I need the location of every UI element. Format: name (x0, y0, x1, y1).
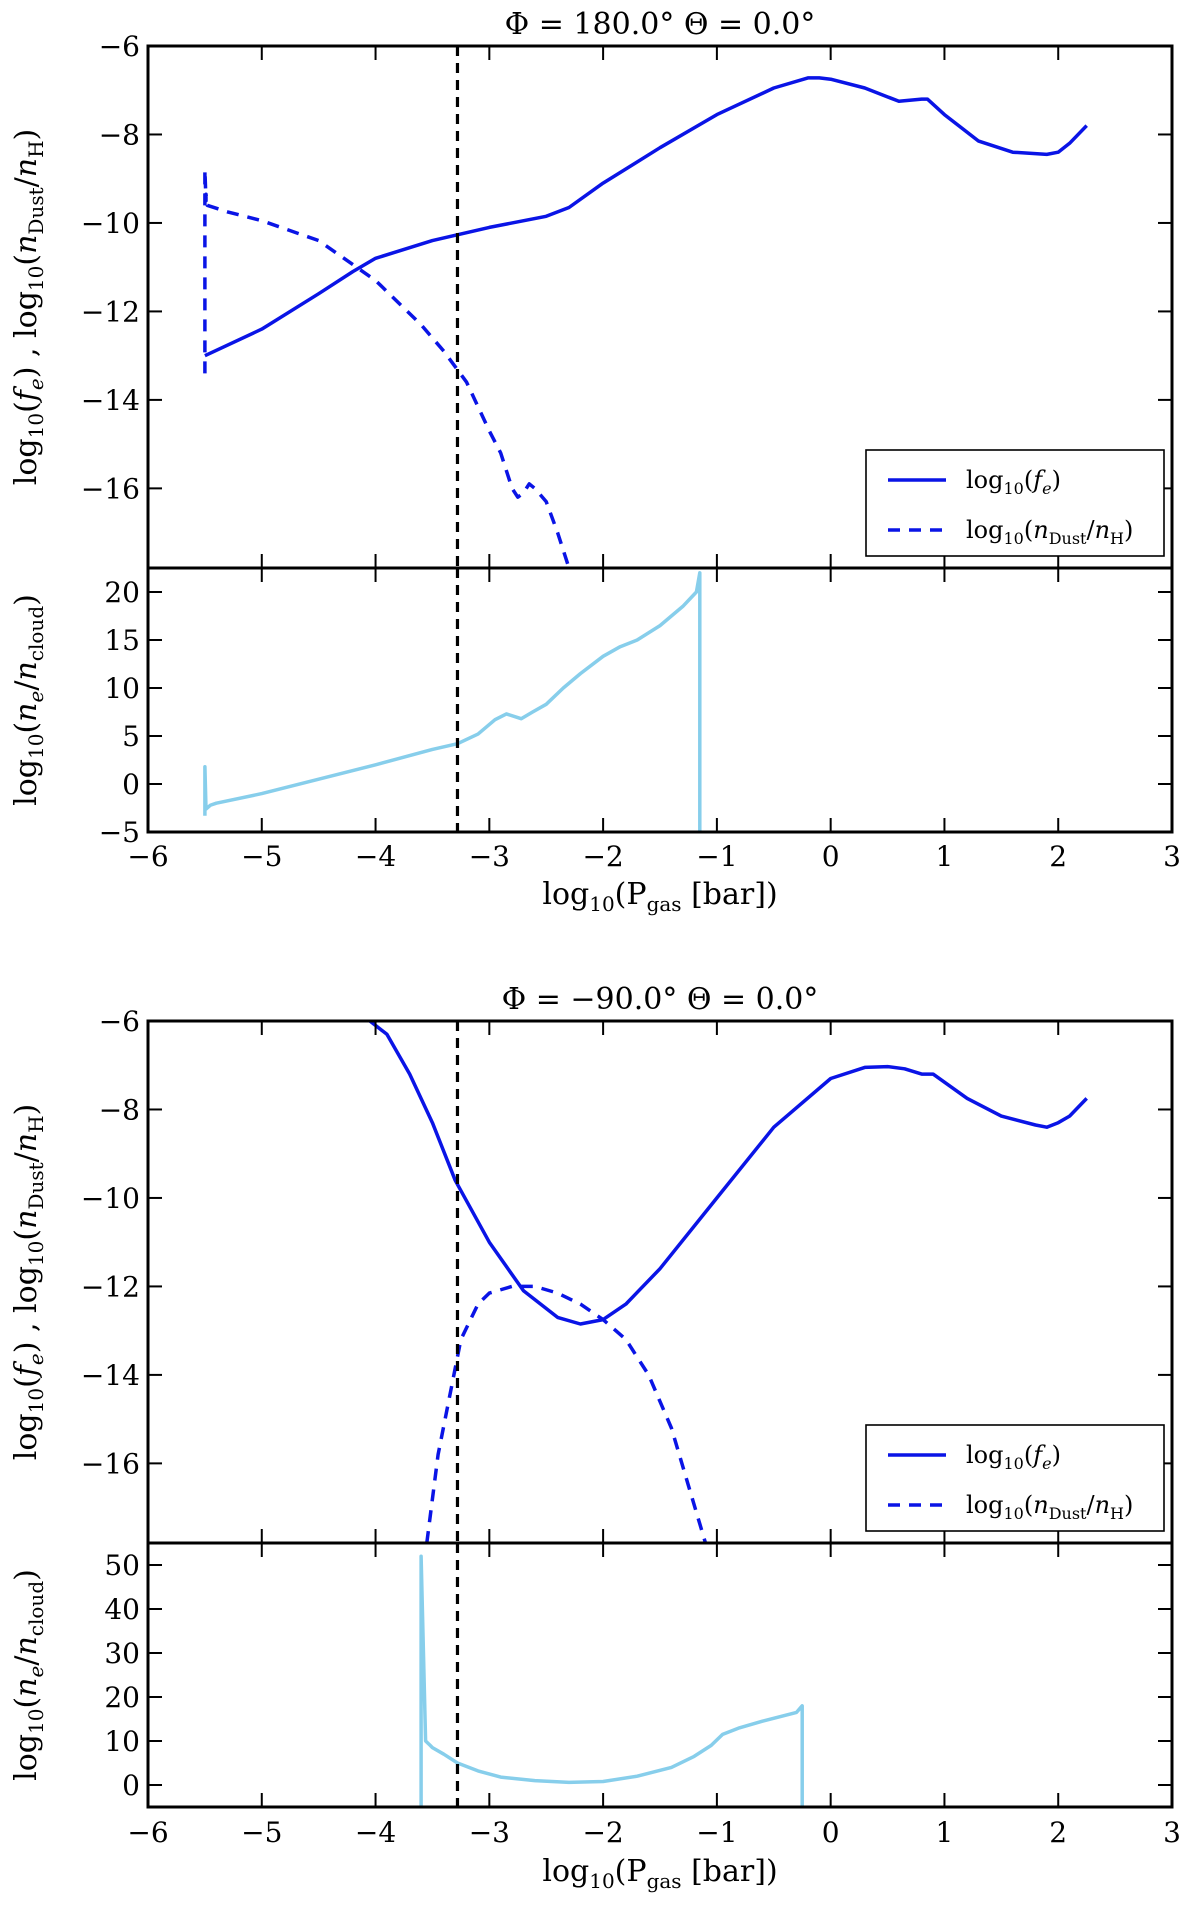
x-tick-label: −5 (241, 840, 282, 873)
x-tick-label: −1 (696, 840, 737, 873)
y-tick-label: 40 (104, 1593, 140, 1626)
chart-title: Φ = −90.0° Θ = 0.0° (502, 982, 819, 1017)
x-tick-label: −5 (241, 1816, 282, 1849)
y-axis-label: log10(fe) , log10(nDust/nH) (9, 129, 48, 486)
bottom-panel: −5 0 5 10 15 20 log10(ne/ncloud) (9, 566, 1174, 849)
y-tick-label: −12 (81, 295, 140, 328)
fe-line (368, 1021, 1088, 1326)
x-axis-label: log10(Pgas [bar]) (542, 877, 777, 916)
y-axis-label: log10(fe) , log10(nDust/nH) (9, 1104, 48, 1461)
y-tick-label: 0 (122, 768, 140, 801)
series-group (203, 571, 702, 832)
y-tick-label: 20 (104, 576, 140, 609)
y-tick-label: 50 (104, 1549, 140, 1582)
y-tick-label: −6 (99, 1005, 140, 1038)
x-tick-label: −2 (582, 1816, 623, 1849)
y-tick-label: −8 (99, 118, 140, 151)
legend-label: log10(fe) (966, 1441, 1061, 1473)
ne-ncloud-line (419, 1554, 804, 1807)
x-tick-label: −3 (469, 840, 510, 873)
axes-frame (146, 1541, 1174, 1809)
x-tick-label: 0 (822, 1816, 840, 1849)
x-tick-label: 3 (1163, 840, 1181, 873)
x-tick-label: 3 (1163, 1816, 1181, 1849)
y-tick-label: 0 (122, 1769, 140, 1802)
x-tick-label: 1 (936, 1816, 954, 1849)
y-tick-label: 10 (104, 1725, 140, 1758)
legend: log10(fe)log10(nDust/nH) (865, 449, 1165, 557)
series-group (368, 1021, 1088, 1543)
bottom-panel: 0 10 20 30 40 50 log10(ne/ncloud) (9, 1541, 1174, 1809)
chart-title: Φ = 180.0° Θ = 0.0° (505, 7, 816, 42)
x-tick-label: 2 (1049, 840, 1067, 873)
y-tick-label: −8 (99, 1093, 140, 1126)
y-tick-label: 30 (104, 1637, 140, 1670)
y-tick-label: −5 (99, 816, 140, 849)
y-tick-label: −12 (81, 1270, 140, 1303)
x-tick-label: −4 (355, 1816, 396, 1849)
y-axis-label: log10(ne/ncloud) (9, 594, 48, 806)
y-tick-label: 10 (104, 672, 140, 705)
top-panel: −6 −8 −10 −12 −14 −16 log10(fe) , log10(nDust/… (9, 1005, 1174, 1545)
x-tick-label: 1 (936, 840, 954, 873)
y-tick-label: −16 (81, 1447, 140, 1480)
x-tick-label: −6 (127, 840, 168, 873)
y-tick-label: 20 (104, 1681, 140, 1714)
legend-box (865, 449, 1165, 557)
legend-label: log10(nDust/nH) (966, 516, 1133, 548)
series-group (419, 1554, 804, 1807)
dust-ratio-line (425, 1284, 708, 1543)
ne-ncloud-line (203, 571, 702, 832)
y-tick-label: −10 (81, 207, 140, 240)
x-tick-label: 2 (1049, 1816, 1067, 1849)
axes-frame (146, 566, 1174, 834)
x-tick-label: −6 (127, 1816, 168, 1849)
legend-label: log10(nDust/nH) (966, 1491, 1133, 1523)
y-tick-label: 15 (104, 624, 140, 657)
legend-box (865, 1424, 1165, 1532)
x-tick-label: −4 (355, 840, 396, 873)
x-tick-label: −1 (696, 1816, 737, 1849)
y-tick-label: −10 (81, 1182, 140, 1215)
fe-line (204, 76, 1088, 358)
y-tick-label: −14 (81, 384, 140, 417)
dust-ratio-line (203, 168, 571, 568)
y-tick-label: −16 (81, 472, 140, 505)
y-axis-label: log10(ne/ncloud) (9, 1569, 48, 1781)
chart-1: Φ = 180.0° Θ = 0.0°−6−8−10−12−14−16log10… (9, 7, 1181, 916)
y-tick-label: −14 (81, 1359, 140, 1392)
chart-2: Φ = −90.0° Θ = 0.0°−6−8−10−12−14−16log10… (9, 982, 1181, 1893)
y-tick-label: −6 (99, 30, 140, 63)
x-axis-label: log10(Pgas [bar]) (542, 1854, 777, 1893)
top-panel: −6 −8 −10 −12 −14 −16 log10(fe) , log10(nDust/… (9, 30, 1174, 570)
x-tick-label: 0 (822, 840, 840, 873)
legend: log10(fe) log10(nDust/nH) (865, 1424, 1165, 1532)
x-tick-label: −2 (582, 840, 623, 873)
y-tick-label: 5 (122, 720, 140, 753)
x-tick-label: −3 (469, 1816, 510, 1849)
series-group (203, 76, 1088, 568)
